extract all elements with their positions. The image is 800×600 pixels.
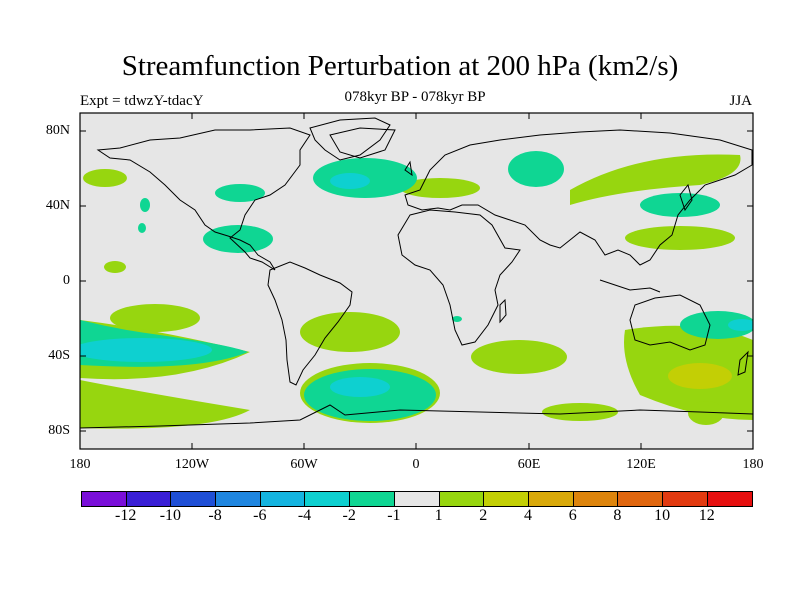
experiment-label: Expt = tdwzY-tdacY: [80, 93, 204, 109]
lat-label-80n: 80N: [45, 123, 70, 138]
coastlines: [80, 117, 753, 429]
colorbar-label: -8: [208, 507, 222, 524]
lon-label-0: 0: [412, 457, 420, 472]
lat-label-40n: 40N: [45, 198, 70, 213]
colorbar-label: 10: [654, 507, 671, 524]
colorbar-label: 4: [524, 507, 532, 524]
lat-label-80s: 80S: [48, 423, 70, 438]
lon-label-120e: 120E: [626, 457, 656, 472]
chart-subtitle: 078kyr BP - 078kyr BP: [344, 89, 486, 105]
lon-label-60e: 60E: [517, 457, 541, 472]
colorbar-box: [484, 492, 529, 506]
colorbar-label: -6: [253, 507, 267, 524]
lat-label-0: 0: [63, 273, 70, 288]
colorbar-box: [394, 492, 440, 506]
colorbar-label: 8: [613, 507, 622, 524]
colorbar-label: 12: [698, 507, 715, 524]
colorbar-box: [82, 492, 127, 506]
colorbar-box: [618, 492, 663, 506]
colorbar: [81, 491, 754, 507]
lon-label-60w: 60W: [290, 457, 318, 472]
colorbar-box: [662, 492, 708, 506]
chart-title: Streamfunction Perturbation at 200 hPa (…: [121, 50, 679, 82]
colorbar-label: -1: [387, 507, 401, 524]
colorbar-box: [216, 492, 261, 506]
colorbar-box: [305, 492, 351, 506]
lon-label-180w: 180: [69, 457, 91, 472]
colorbar-label: -2: [342, 507, 356, 524]
colorbar-box: [528, 492, 574, 506]
colorbar-label: -4: [297, 507, 312, 524]
colorbar-box: [350, 492, 395, 506]
lon-label-120w: 120W: [174, 457, 210, 472]
lon-label-180e: 180: [742, 457, 764, 472]
colorbar-label: -12: [115, 507, 137, 524]
season-label: JJA: [729, 93, 752, 109]
lat-label-40s: 40S: [48, 348, 70, 363]
contour-2-4: [668, 363, 732, 389]
colorbar-box: [126, 492, 172, 506]
contour-minus-2-4: [80, 173, 753, 397]
colorbar-label: 6: [568, 507, 577, 524]
colorbar-box: [707, 492, 753, 506]
colorbar-box: [171, 492, 217, 506]
colorbar-box: [260, 492, 306, 506]
colorbar-box: [573, 492, 619, 506]
colorbar-label: 2: [479, 507, 488, 524]
colorbar-label: 1: [434, 507, 443, 524]
colorbar-box: [439, 492, 485, 506]
colorbar-label: -10: [159, 507, 182, 524]
axis-ticks: [80, 113, 753, 449]
